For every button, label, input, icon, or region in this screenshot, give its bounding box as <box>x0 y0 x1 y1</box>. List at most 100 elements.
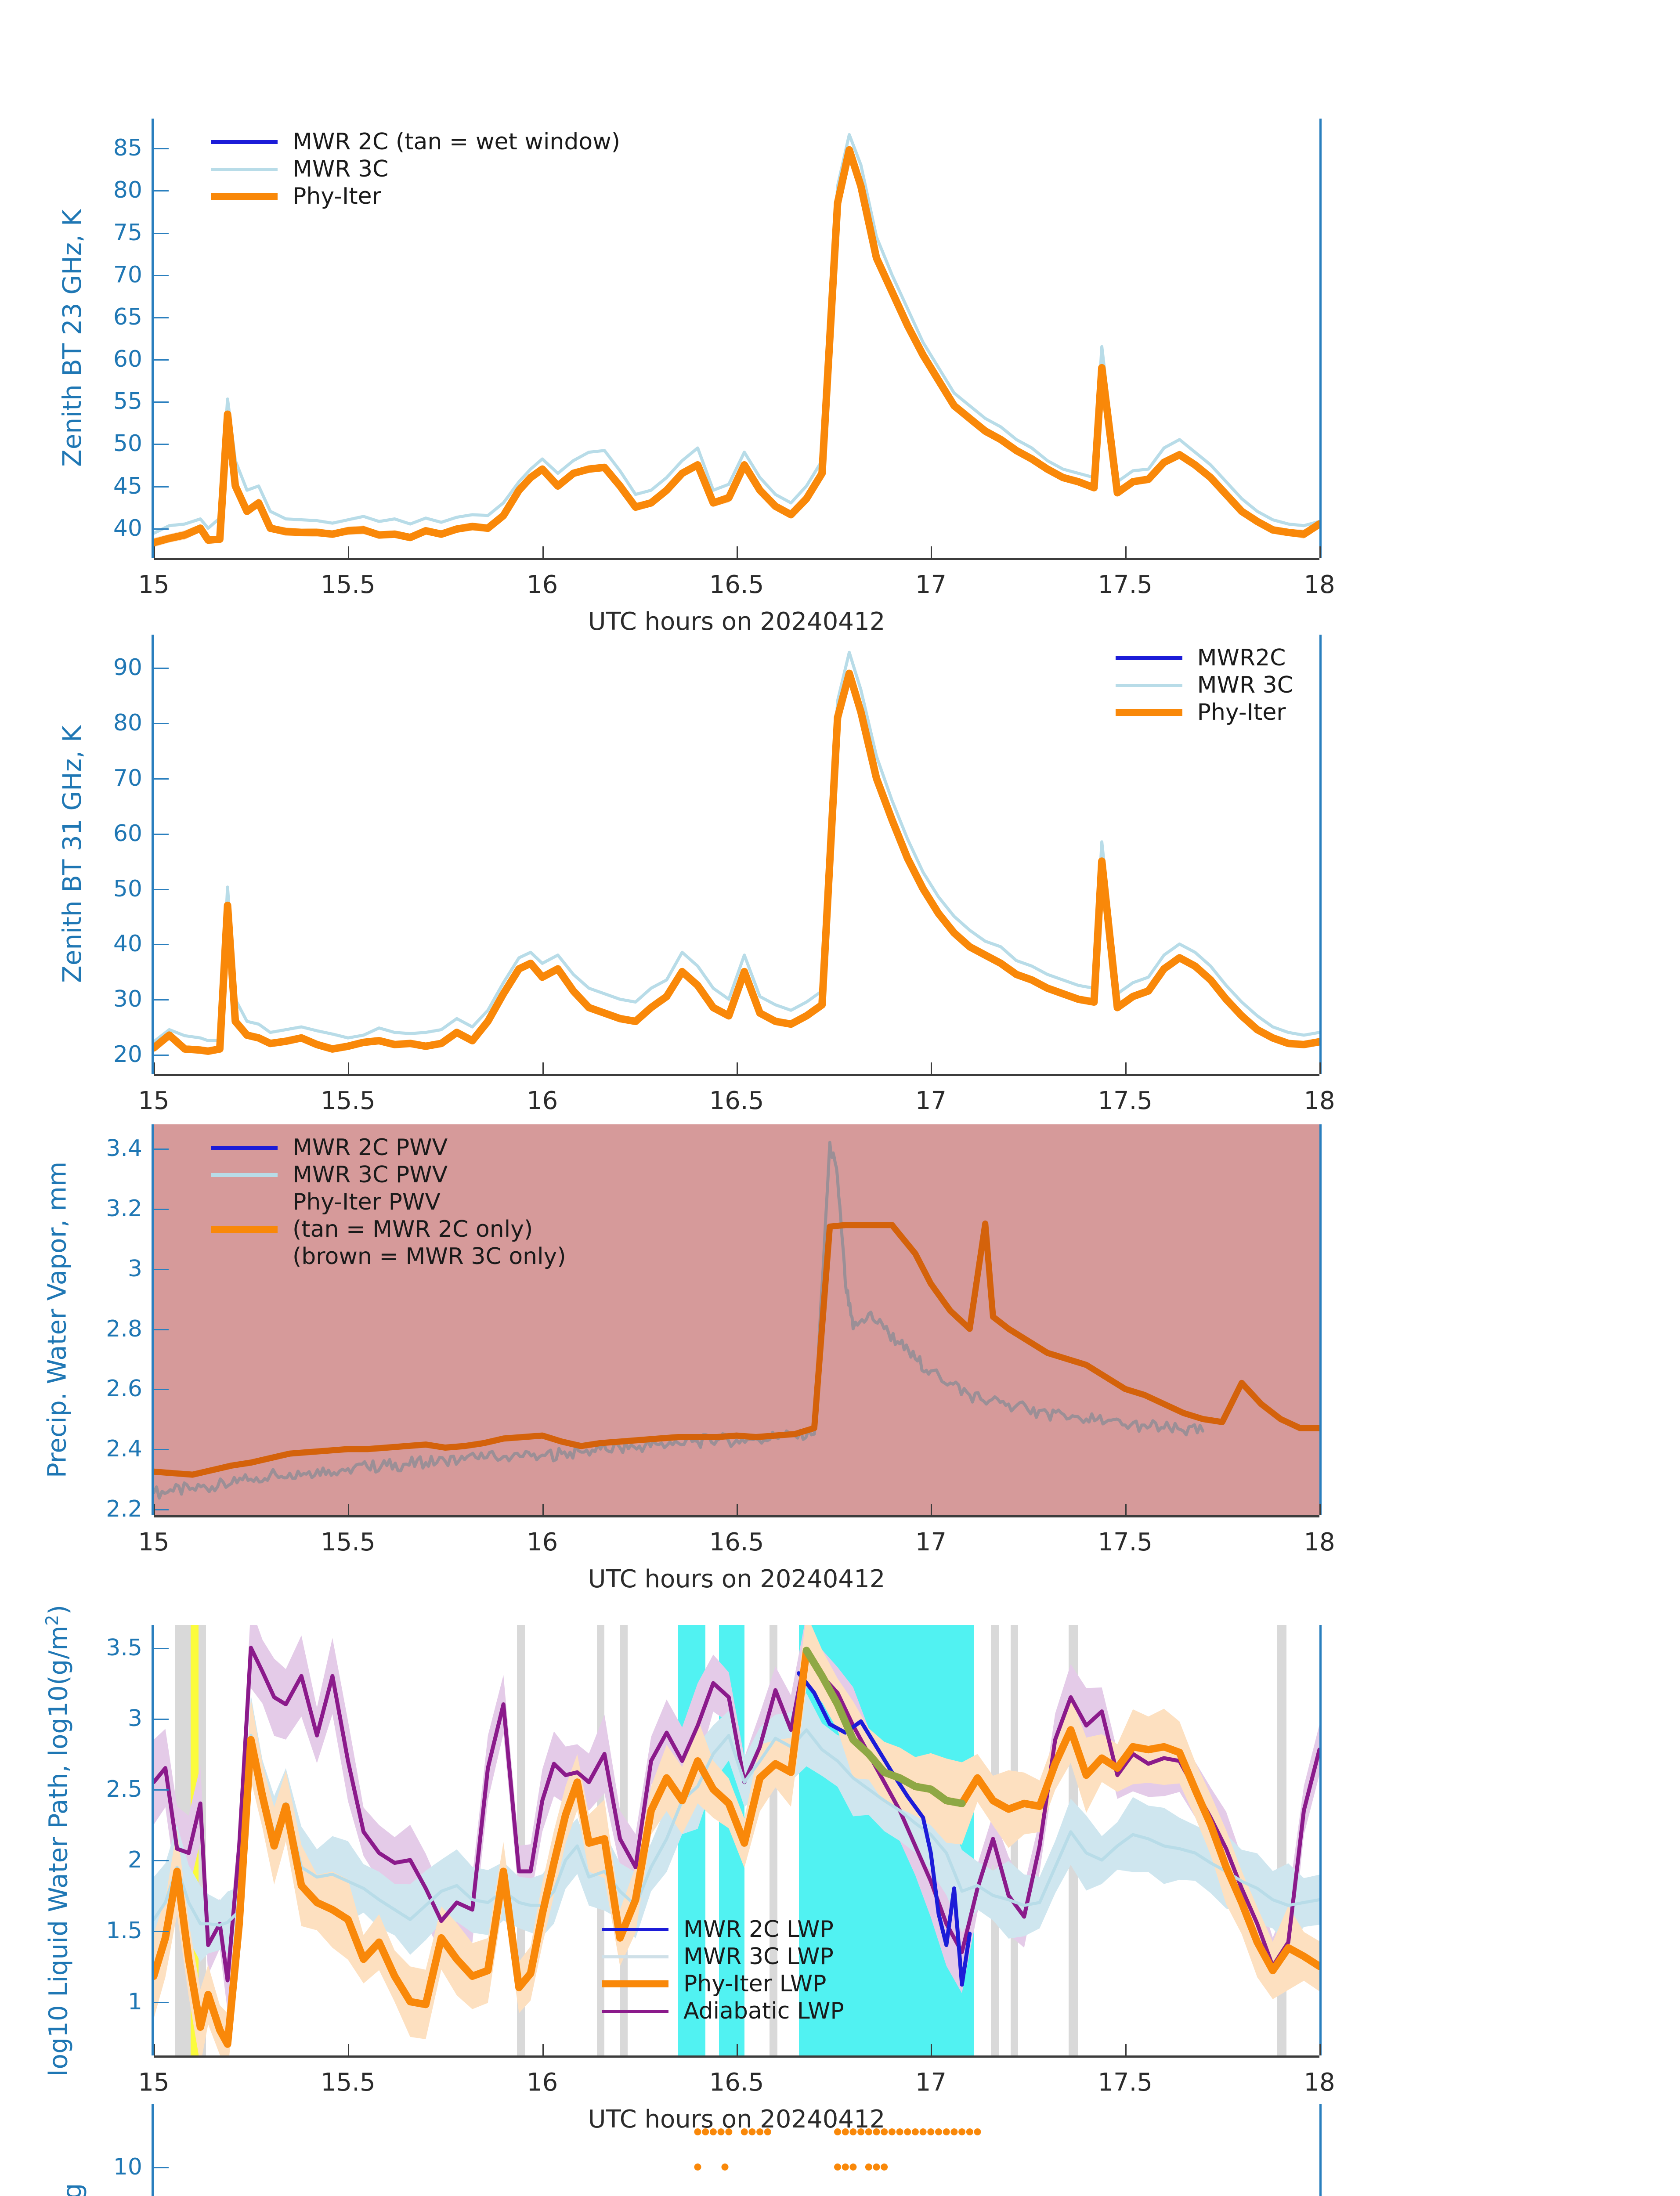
x-tick-label: 16 <box>527 2068 558 2097</box>
legend-label: (brown = MWR 3C only) <box>293 1243 566 1270</box>
legend-bt31: MWR2C MWR 3C Phy-Iter <box>1115 644 1293 726</box>
x-tick-mark <box>1125 546 1127 558</box>
legend-item: (brown = MWR 3C only) <box>211 1243 566 1270</box>
legend-lwp: MWR 2C LWP MWR 3C LWP Phy-Iter LWP Adiabati… <box>602 1916 844 2025</box>
plot-area-pwv <box>154 1124 1319 1515</box>
y-axis-title: MWR Phy Iter DQ Flag <box>57 2183 87 2196</box>
legend-item: Phy-Iter PWV <box>211 1188 566 1216</box>
dq-flag-point <box>865 2128 872 2135</box>
bottom-axis-spine <box>154 558 1319 560</box>
dq-flag-point <box>966 2128 973 2135</box>
dq-flag-point <box>741 2128 748 2135</box>
legend-label: Phy-Iter <box>1197 699 1286 726</box>
x-tick-label: 18 <box>1304 2068 1335 2097</box>
x-tick-mark <box>348 2044 350 2055</box>
y-tick-mark <box>154 1718 169 1720</box>
y-tick-mark <box>154 1268 169 1270</box>
dq-flag-point <box>842 2128 849 2135</box>
legend-label: Phy-Iter LWP <box>683 1971 827 1997</box>
x-tick-label: 18 <box>1304 1528 1335 1557</box>
x-tick-mark <box>348 546 350 558</box>
legend-item: MWR2C <box>1115 644 1293 672</box>
legend-label: MWR 3C <box>293 156 389 182</box>
y-tick-label: 1.5 <box>106 1918 142 1944</box>
x-tick-mark <box>154 1504 155 1515</box>
y-tick-label: 45 <box>113 473 142 499</box>
x-tick-mark <box>542 2044 544 2055</box>
dq-flag-point <box>873 2128 880 2135</box>
y-tick-label: 60 <box>113 346 142 373</box>
right-axis-spine <box>1319 119 1322 558</box>
x-tick-label: 15 <box>138 1528 170 1557</box>
y-tick-label: 85 <box>113 135 142 162</box>
x-tick-label: 16.5 <box>709 2068 764 2097</box>
plot-area-dqflag <box>154 2104 1319 2196</box>
y-tick-mark <box>154 274 169 276</box>
x-tick-label: 18 <box>1304 571 1335 599</box>
y-tick-mark <box>154 1148 169 1150</box>
dq-flag-point <box>709 2128 717 2135</box>
x-tick-label: 17.5 <box>1098 2068 1153 2097</box>
x-tick-label: 15.5 <box>320 571 376 599</box>
legend-color-swatch <box>1115 709 1182 716</box>
dq-flag-point <box>764 2128 771 2135</box>
right-axis-spine <box>1319 1124 1322 1515</box>
right-axis-spine <box>1319 1625 1322 2055</box>
series-layer-pwv <box>154 1141 1319 1500</box>
dq-flag-point <box>881 2128 888 2135</box>
x-tick-mark <box>348 1062 350 1074</box>
y-tick-label: 80 <box>113 177 142 204</box>
dq-flag-point <box>911 2128 919 2135</box>
x-tick-mark <box>931 1062 932 1074</box>
y-tick-label: 70 <box>113 765 142 792</box>
x-tick-mark <box>1125 1062 1127 1074</box>
x-tick-label: 15.5 <box>320 2068 376 2097</box>
y-tick-mark <box>154 1449 169 1451</box>
y-tick-mark <box>154 232 169 234</box>
series-layer-dqflag <box>694 2128 981 2171</box>
dq-flag-point <box>904 2128 911 2135</box>
x-tick-mark <box>1319 546 1321 558</box>
shaded-band <box>517 1625 525 2055</box>
dq-flag-point <box>694 2128 701 2135</box>
y-tick-mark <box>154 1509 169 1511</box>
x-tick-label: 16.5 <box>709 1087 764 1115</box>
y-tick-label: 2.4 <box>106 1436 142 1463</box>
legend-color-swatch <box>1115 656 1182 660</box>
x-axis-title: UTC hours on 20240412 <box>588 1565 885 1593</box>
y-tick-mark <box>154 778 169 780</box>
dq-flag-point <box>842 2163 849 2171</box>
x-tick-label: 16 <box>527 571 558 599</box>
y-tick-label: 1 <box>127 1988 142 2015</box>
legend-color-swatch <box>602 1928 668 1931</box>
y-tick-label: 65 <box>113 303 142 330</box>
legend-label: Phy-Iter PWV <box>293 1189 441 1215</box>
y-tick-mark <box>154 1208 169 1210</box>
y-tick-mark <box>154 889 169 890</box>
y-tick-mark <box>154 944 169 946</box>
x-tick-mark <box>737 1062 738 1074</box>
y-tick-mark <box>154 1054 169 1056</box>
legend-item: MWR 3C <box>211 155 620 183</box>
legend-color-swatch <box>211 1173 278 1177</box>
y-tick-mark <box>154 1329 169 1330</box>
legend-item: MWR 2C (tan = wet window) <box>211 128 620 155</box>
y-tick-label: 40 <box>113 515 142 542</box>
legend-label: MWR 2C LWP <box>683 1916 834 1943</box>
y-tick-label: 3.2 <box>106 1195 142 1222</box>
left-axis-spine <box>152 635 154 1074</box>
dq-flag-point <box>943 2128 950 2135</box>
x-tick-label: 16.5 <box>709 1528 764 1557</box>
dq-flag-point <box>834 2163 841 2171</box>
legend-item: Adiabatic LWP <box>602 1997 844 2025</box>
y-tick-label: 80 <box>113 710 142 737</box>
legend-color-swatch <box>602 1980 668 1987</box>
dq-flag-point <box>702 2128 709 2135</box>
dq-flag-point <box>919 2128 927 2135</box>
dq-flag-point <box>927 2128 935 2135</box>
x-tick-mark <box>154 546 155 558</box>
plot-area-lwp <box>154 1625 1319 2055</box>
x-tick-label: 15 <box>138 2068 170 2097</box>
series-layer-bt31 <box>154 650 1319 1055</box>
x-tick-mark <box>931 1504 932 1515</box>
